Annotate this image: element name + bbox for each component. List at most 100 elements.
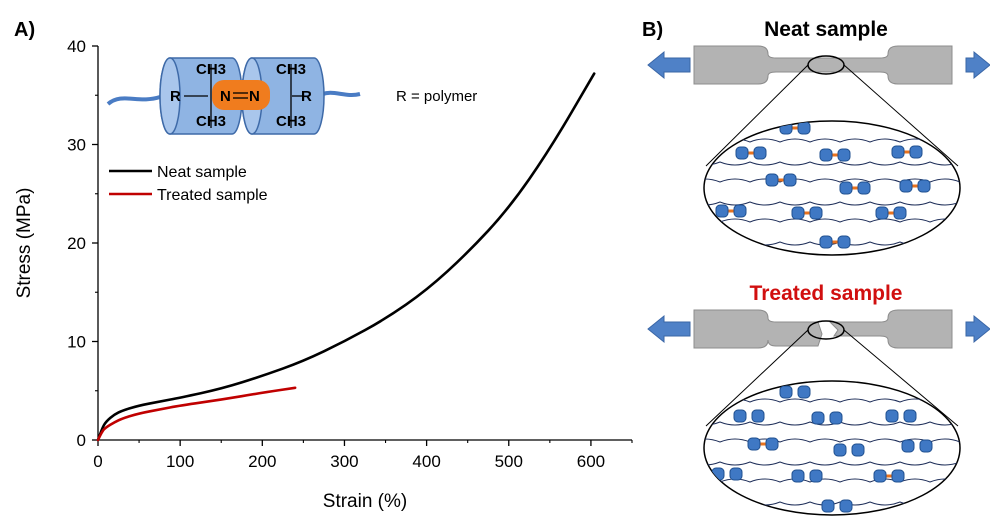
treated-specimen-diagram: Treated sample (647, 282, 990, 516)
panel-b-label: B) (642, 19, 663, 41)
y-tick-label: 20 (67, 234, 86, 253)
bead (733, 204, 747, 218)
bead (893, 206, 907, 220)
neat-pull-arrow-right (965, 50, 990, 80)
y-tick-label: 40 (67, 37, 86, 56)
x-tick-label: 0 (93, 452, 102, 471)
bead (765, 437, 779, 451)
polymer-chain (704, 478, 960, 483)
r-equals-polymer-note: R = polymer (396, 88, 477, 105)
series-line-neat (96, 72, 596, 442)
neat-caption: Neat sample (764, 18, 888, 41)
neat-zoom-line-left (705, 64, 809, 167)
bead (837, 148, 851, 162)
polymer-chain (704, 178, 960, 183)
bead (765, 173, 779, 187)
bead (833, 443, 847, 457)
x-tick-label: 300 (330, 452, 358, 471)
bead (733, 409, 747, 423)
bead (899, 179, 913, 193)
y-tick-label: 10 (67, 333, 86, 352)
bead (875, 206, 889, 220)
ch3-top-right: CH3 (276, 61, 306, 78)
treated-pull-arrow-left (647, 314, 691, 344)
r-right: R (301, 88, 312, 105)
treated-pull-arrow-right (965, 314, 990, 344)
bead (751, 409, 765, 423)
legend: Neat sample Treated sample (109, 164, 268, 204)
y-tick-label: 0 (77, 431, 86, 450)
x-tick-label: 400 (412, 452, 440, 471)
bead (903, 409, 917, 423)
bead (837, 235, 851, 249)
bead (791, 206, 805, 220)
bead (857, 181, 871, 195)
bead (797, 385, 811, 399)
bead (885, 409, 899, 423)
bead (809, 469, 823, 483)
bead (783, 173, 797, 187)
bead (839, 499, 853, 513)
treated-specimen-left-half (693, 309, 823, 349)
x-tick-label: 600 (577, 452, 605, 471)
n-left: N (220, 88, 231, 105)
bead (735, 146, 749, 160)
x-tick-label: 200 (248, 452, 276, 471)
treated-network (704, 385, 960, 513)
bead (779, 385, 793, 399)
treated-caption: Treated sample (750, 282, 903, 305)
polymer-chain (704, 161, 960, 166)
ch3-top-left: CH3 (196, 61, 226, 78)
panel-a-label: A) (14, 19, 35, 41)
bead (791, 469, 805, 483)
ch3-bottom-right: CH3 (276, 113, 306, 130)
bead (715, 204, 729, 218)
bead (919, 439, 933, 453)
bead (909, 145, 923, 159)
cylinder-left-cap (159, 57, 181, 135)
r-left: R (170, 88, 181, 105)
n-right: N (249, 88, 260, 105)
treated-zoom-line-right (843, 329, 959, 427)
azo-molecule-inset: R R N N CH3 CH3 CH3 CH3 R = polymer (106, 57, 477, 135)
polymer-chain (704, 201, 960, 206)
bead (917, 179, 931, 193)
x-tick-label: 500 (495, 452, 523, 471)
neat-dogbone-specimen (693, 45, 953, 85)
series-line-treated (96, 386, 297, 442)
ch3-bottom-left: CH3 (196, 113, 226, 130)
bead (851, 443, 865, 457)
treated-zoom-line-left (705, 329, 809, 427)
polymer-chain (704, 461, 960, 466)
bead (753, 146, 767, 160)
bead (819, 235, 833, 249)
bead (747, 437, 761, 451)
polymer-chain (704, 218, 960, 223)
x-axis-title: Strain (%) (323, 491, 407, 512)
bead (873, 469, 887, 483)
y-axis-title: Stress (MPa) (14, 188, 35, 299)
bead (797, 121, 811, 135)
polymer-chain-left (106, 95, 161, 106)
bead (811, 411, 825, 425)
legend-label-treated: Treated sample (157, 187, 268, 204)
polymer-chain (704, 438, 960, 443)
bead (839, 181, 853, 195)
x-tick-label: 100 (166, 452, 194, 471)
bead (891, 145, 905, 159)
azo-group (212, 80, 270, 110)
bead (821, 499, 835, 513)
legend-label-neat: Neat sample (157, 164, 247, 181)
neat-zoom-line-right (843, 64, 959, 167)
bead (891, 469, 905, 483)
bead (729, 467, 743, 481)
neat-specimen-diagram: Neat sample (647, 18, 990, 256)
bead (829, 411, 843, 425)
bead (901, 439, 915, 453)
treated-specimen-right-half (828, 309, 953, 349)
bead (819, 148, 833, 162)
y-tick-label: 30 (67, 136, 86, 155)
bead (809, 206, 823, 220)
